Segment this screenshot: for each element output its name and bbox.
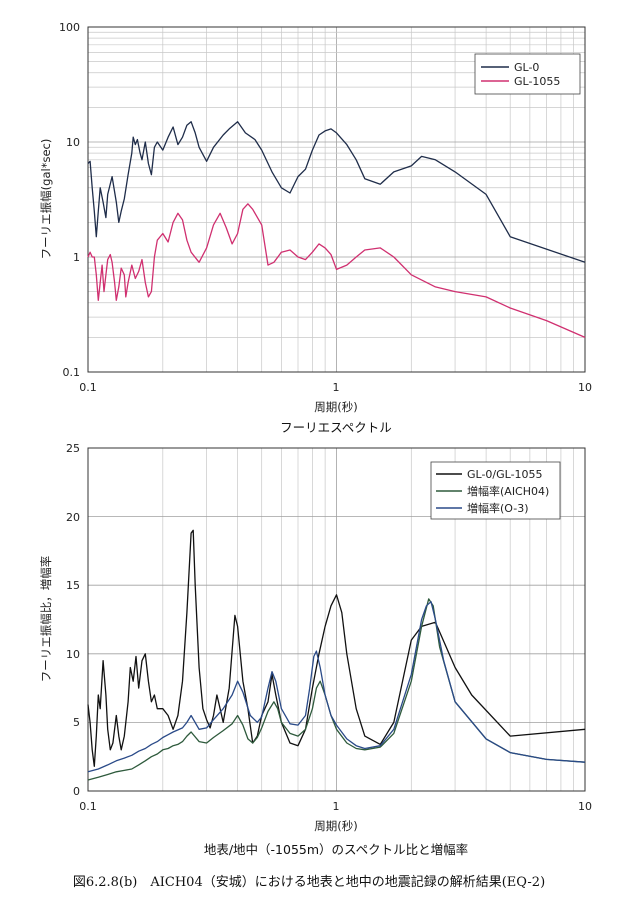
x-tick-label: 1 — [333, 800, 340, 813]
series-line-2 — [87, 203, 586, 338]
series-line-2 — [87, 598, 586, 781]
y-tick-label: 25 — [66, 442, 80, 455]
legend-label-gl1055: GL-1055 — [514, 75, 560, 88]
legend-label-gl0: GL-0 — [514, 61, 539, 74]
fourier-spectrum-chart: 0.1 1 10 100 0.1 1 10 周期(秒) フーリエスペクトル フー… — [39, 21, 592, 435]
plot-frame — [87, 447, 586, 792]
figure-caption: 図6.2.8(b) AICH04（安城）における地表と地中の地震記録の解析結果(… — [73, 874, 545, 890]
plot-frame — [87, 26, 586, 373]
series-line-3 — [87, 601, 586, 773]
legend-label-o3: 増幅率(O-3) — [467, 501, 529, 515]
x-tick-label: 1 — [333, 381, 340, 394]
legend-label-ratio: GL-0/GL-1055 — [467, 468, 543, 481]
chart-title: フーリエスペクトル — [280, 420, 392, 435]
y-axis-label: フーリエ振幅(gal*sec) — [39, 139, 53, 260]
x-tick-label: 0.1 — [79, 800, 97, 813]
x-tick-label: 10 — [578, 381, 592, 394]
y-tick-label: 1 — [73, 251, 80, 264]
y-tick-label: 10 — [66, 136, 80, 149]
y-axis-label: フーリエ振幅比，増幅率 — [39, 556, 53, 683]
legend: GL-0/GL-1055 増幅率(AICH04) 増幅率(O-3) — [430, 461, 561, 520]
legend: GL-0 GL-1055 — [474, 53, 581, 95]
y-tick-label: 10 — [66, 648, 80, 661]
spectral-ratio-chart: 0 5 10 15 20 25 0.1 1 10 周期(秒) 地表/地中（-10… — [39, 442, 592, 857]
series-line-1 — [87, 529, 586, 767]
x-tick-label: 0.1 — [79, 381, 97, 394]
series-lines — [87, 121, 586, 338]
x-tick-label: 10 — [578, 800, 592, 813]
series-line-1 — [87, 121, 586, 263]
x-axis-label: 周期(秒) — [314, 400, 357, 414]
x-axis-label: 周期(秒) — [314, 819, 357, 833]
series-lines — [87, 529, 586, 781]
legend-box — [474, 53, 581, 95]
y-tick-label: 0.1 — [63, 366, 81, 379]
chart-title: 地表/地中（-1055m）のスペクトル比と増幅率 — [204, 842, 468, 857]
y-tick-label: 0 — [73, 785, 80, 798]
y-tick-label: 100 — [59, 21, 80, 34]
y-tick-label: 20 — [66, 511, 80, 524]
y-tick-label: 5 — [73, 716, 80, 729]
legend-label-aich04: 増幅率(AICH04) — [467, 484, 549, 498]
grid — [87, 27, 585, 373]
y-tick-label: 15 — [66, 579, 80, 592]
